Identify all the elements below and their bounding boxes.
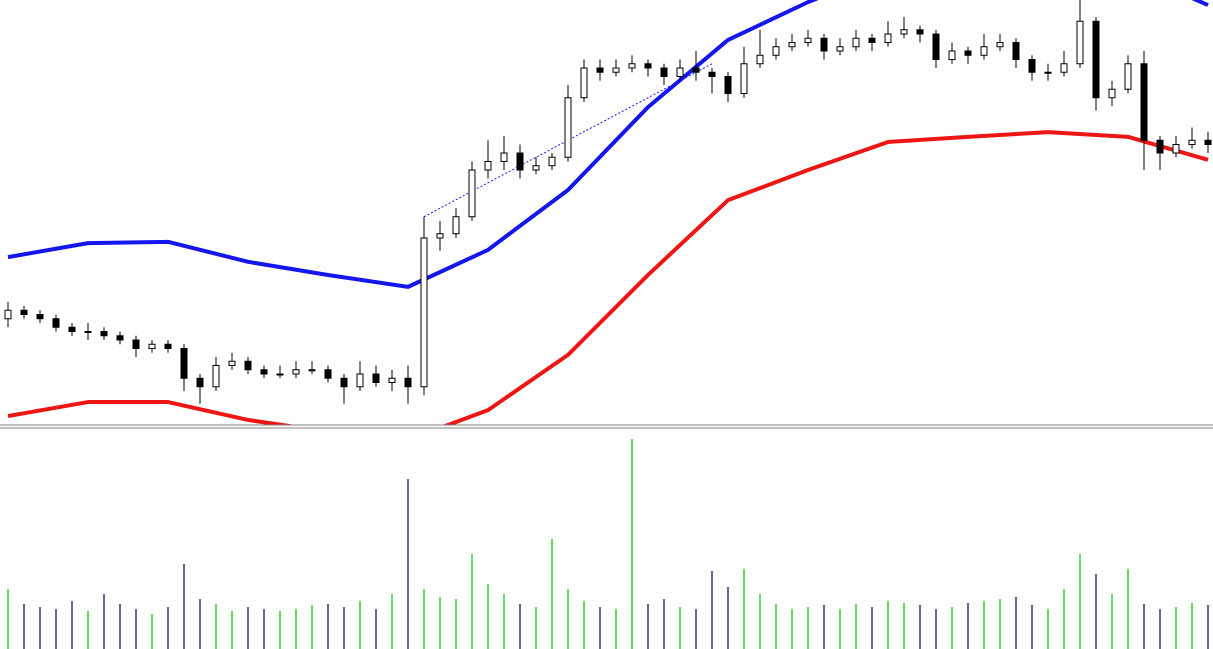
- candle-body: [68, 326, 76, 332]
- candle-body: [148, 343, 156, 349]
- candle-body: [692, 67, 700, 73]
- candle-body: [1156, 139, 1164, 154]
- candle-body: [1140, 63, 1148, 141]
- candle-body: [1172, 144, 1180, 154]
- candle-body: [1076, 20, 1084, 65]
- candle-body: [1124, 63, 1132, 90]
- candle-body: [916, 29, 924, 35]
- candle-body: [740, 63, 748, 94]
- candle-body: [452, 216, 460, 235]
- candle-body: [228, 360, 236, 366]
- candle-body: [1204, 139, 1212, 145]
- candle-body: [1188, 139, 1196, 145]
- candle-body: [196, 377, 204, 388]
- candle-body: [564, 97, 572, 158]
- candle-body: [420, 237, 428, 388]
- candle-body: [1044, 71, 1052, 74]
- candle-body: [404, 377, 412, 388]
- candle-body: [372, 373, 380, 383]
- candle-body: [84, 331, 92, 333]
- candle-body: [1108, 88, 1116, 99]
- candle-body: [676, 67, 684, 77]
- candle-body: [852, 37, 860, 48]
- price-panel: [4, 0, 1212, 425]
- candle-body: [468, 169, 476, 218]
- candle-body: [900, 29, 908, 35]
- candle-body: [628, 63, 636, 69]
- candle-body: [292, 369, 300, 375]
- candle-body: [116, 335, 124, 341]
- candle-body: [788, 42, 796, 48]
- candle-body: [436, 233, 444, 239]
- candle-body: [772, 46, 780, 56]
- candle-body: [1012, 42, 1020, 60]
- candle-body: [820, 37, 828, 52]
- candle-body: [580, 67, 588, 99]
- candle-body: [756, 54, 764, 65]
- candle-body: [1060, 63, 1068, 73]
- candle-body: [868, 37, 876, 43]
- candle-body: [388, 377, 396, 383]
- candle-body: [324, 369, 332, 379]
- candle-body: [52, 318, 60, 328]
- candle-body: [36, 314, 44, 320]
- candle-body: [1028, 59, 1036, 73]
- candle-body: [244, 360, 252, 371]
- candle-body: [20, 309, 28, 315]
- candle-body: [644, 63, 652, 69]
- candle-body: [884, 33, 892, 43]
- candle-body: [516, 152, 524, 171]
- candle-body: [276, 373, 284, 376]
- moving-average: [7, 130, 1209, 425]
- candle-body: [340, 377, 348, 388]
- volume-panel: [7, 439, 1209, 649]
- candle-body: [532, 165, 540, 171]
- candle-body: [100, 331, 108, 337]
- candle-body: [180, 348, 188, 379]
- candle-body: [980, 46, 988, 56]
- candle-body: [660, 67, 668, 77]
- candle-body: [1092, 20, 1100, 99]
- candle-body: [500, 152, 508, 162]
- candle-body: [724, 76, 732, 94]
- candle-body: [260, 369, 268, 375]
- candle-body: [836, 46, 844, 52]
- candle-body: [132, 339, 140, 349]
- candle-body: [964, 50, 972, 56]
- candle-body: [308, 369, 316, 372]
- candle-body: [708, 71, 716, 77]
- candle-body: [164, 343, 172, 349]
- candle-body: [356, 373, 364, 388]
- candle-body: [548, 156, 556, 167]
- candle-body: [212, 365, 220, 388]
- candle-body: [596, 67, 604, 73]
- candle-body: [932, 33, 940, 60]
- candle-body: [948, 50, 956, 60]
- candle-body: [484, 161, 492, 171]
- candle-body: [4, 309, 12, 320]
- moving-average: [7, 0, 1209, 289]
- candle-body: [996, 42, 1004, 48]
- candle-body: [612, 67, 620, 73]
- candle-body: [804, 37, 812, 43]
